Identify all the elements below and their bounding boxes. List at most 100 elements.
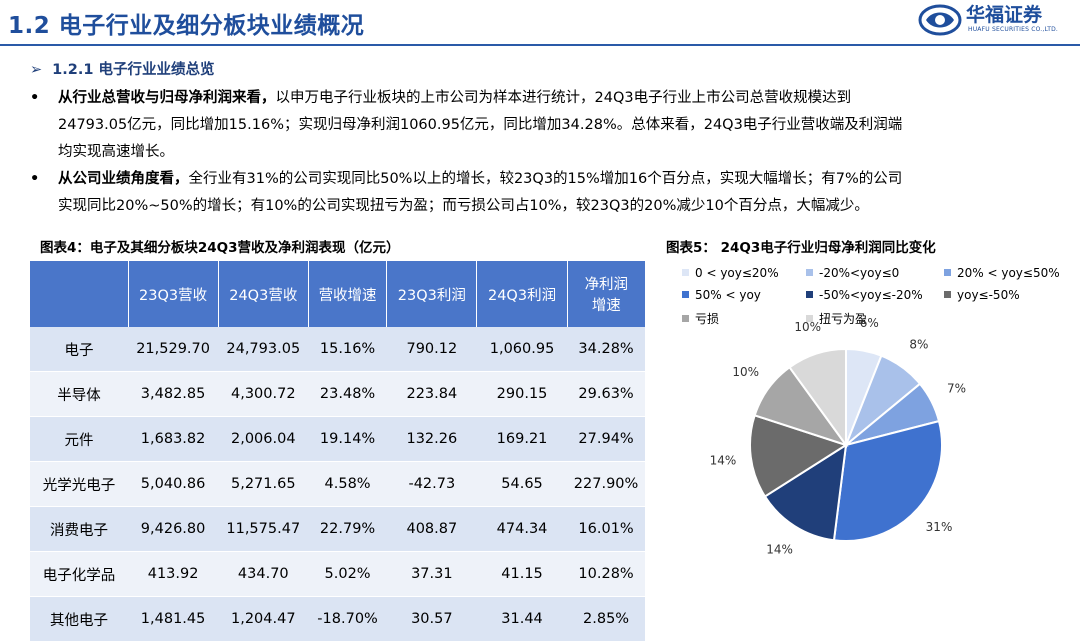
table-cell: -42.73: [386, 461, 477, 507]
table-cell: 1,683.82: [128, 416, 219, 462]
table-cell: 30.57: [386, 596, 477, 642]
table-cell: 21,529.70: [128, 327, 219, 372]
table-cell: 408.87: [386, 506, 477, 552]
table-cell: 3,482.85: [128, 371, 219, 417]
legend-swatch: [944, 269, 951, 276]
table-cell: 223.84: [386, 371, 477, 417]
page-title: 1.2 电子行业及细分板块业绩概况: [8, 13, 365, 39]
table-cell: 474.34: [476, 506, 568, 552]
legend-label: 扭亏为盈: [819, 312, 868, 326]
table-header-row: 23Q3营收 24Q3营收 营收增速 23Q3利润 24Q3利润 净利润 增速: [30, 261, 645, 327]
table-cell: 54.65: [476, 461, 568, 507]
pie-chart: 6% 8% 7% 31% 14% 14% 10% 10%: [710, 316, 966, 557]
table-cell: 5,271.65: [218, 461, 309, 507]
legend-label: 20% < yoy≤50%: [957, 266, 1060, 280]
bullet-icon: •: [30, 90, 40, 106]
table-cell: 413.92: [128, 551, 219, 597]
table-cell: 15.16%: [308, 327, 387, 372]
logo-subtext: HUAFU SECURITIES CO.,LTD.: [968, 26, 1059, 33]
table-row: 消费电子 9,426.80 11,575.47 22.79% 408.87 47…: [30, 506, 645, 552]
table-cell: 41.15: [476, 551, 568, 597]
legend-swatch: [806, 291, 813, 298]
legend-swatch: [944, 291, 951, 298]
table-cell: 5.02%: [308, 551, 387, 597]
legend-swatch: [682, 291, 689, 298]
paragraph-line: 24793.05亿元，同比增加15.16%；实现归母净利润1060.95亿元，同…: [58, 117, 903, 133]
table-row: 半导体 3,482.85 4,300.72 23.48% 223.84 290.…: [30, 371, 645, 417]
legend-swatch: [682, 269, 689, 276]
legend-label: yoy≤-50%: [957, 288, 1020, 302]
legend-label: 0 < yoy≤20%: [695, 266, 779, 280]
paragraph-lead: 从公司业绩角度看，: [58, 171, 189, 187]
paragraph-line: 均实现高速增长。: [58, 144, 174, 160]
table-cell: 1,481.45: [128, 596, 219, 642]
table-cell-name: 其他电子: [30, 596, 128, 642]
table-cell: 2.85%: [567, 596, 645, 642]
pie-data-label: 8%: [909, 338, 928, 352]
pie-slice: [749, 414, 849, 498]
pie-slice: [763, 443, 848, 542]
legend-label: -20%<yoy≤0: [819, 266, 900, 280]
table-cell: 169.21: [476, 416, 568, 462]
pie-slice: [788, 347, 847, 449]
section-heading-text: 1.2.1 电子行业业绩总览: [52, 62, 215, 78]
table-header-cell: 24Q3利润: [476, 261, 568, 327]
legend-item: 亏损: [682, 310, 719, 327]
table-cell: 132.26: [386, 416, 477, 462]
earnings-table: 23Q3营收 24Q3营收 营收增速 23Q3利润 24Q3利润 净利润 增速 电…: [30, 261, 645, 642]
legend-label: 亏损: [695, 312, 720, 326]
table-cell: 227.90%: [567, 461, 645, 507]
table-cell: 2,006.04: [218, 416, 309, 462]
table-cell: 5,040.86: [128, 461, 219, 507]
table-header-cell: 24Q3营收: [218, 261, 309, 327]
legend-item: -50%<yoy≤-20%: [806, 288, 923, 302]
table-cell: 4,300.72: [218, 371, 309, 417]
legend-swatch: [806, 315, 813, 322]
table-cell: 4.58%: [308, 461, 387, 507]
legend-label: 50% < yoy: [695, 288, 761, 302]
table-cell: -18.70%: [308, 596, 387, 642]
table-cell-name: 元件: [30, 416, 128, 462]
paragraph-line: 实现同比20%~50%的增长；有10%的公司实现扭亏为盈；而亏损公司占10%，较…: [58, 198, 869, 214]
table-caption: 图表4：电子及其细分板块24Q3营收及净利润表现（亿元）: [40, 240, 400, 256]
pie-data-label: 6%: [860, 316, 879, 330]
legend-item: 50% < yoy: [682, 288, 761, 302]
table-cell: 434.70: [218, 551, 309, 597]
legend-item: yoy≤-50%: [944, 288, 1020, 302]
table-row: 电子 21,529.70 24,793.05 15.16% 790.12 1,0…: [30, 327, 645, 372]
paragraph-line: 全行业有31%的公司实现同比50%以上的增长，较23Q3的15%增加16个百分点…: [188, 171, 903, 187]
chart-title: 图表5： 24Q3电子行业归母净利润同比变化: [666, 240, 936, 256]
table-header-line: 净利润: [584, 277, 629, 293]
table-header-cell: 23Q3利润: [386, 261, 478, 327]
table-cell-name: 电子: [30, 327, 128, 372]
bullet-icon: •: [30, 171, 40, 187]
table-header-cell: 净利润 增速: [567, 261, 645, 327]
table-cell: 16.01%: [567, 506, 645, 552]
table-cell: 29.63%: [567, 371, 645, 417]
table-header-cell: [30, 261, 129, 327]
table-row: 电子化学品 413.92 434.70 5.02% 37.31 41.15 10…: [30, 551, 645, 597]
table-cell: 31.44: [476, 596, 568, 642]
table-cell-name: 半导体: [30, 371, 128, 417]
table-header-cell: 23Q3营收: [128, 261, 219, 327]
paragraph-company-performance: • 从公司业绩角度看，全行业有31%的公司实现同比50%以上的增长，较23Q3的…: [30, 166, 1060, 220]
section-heading: ➢ 1.2.1 电子行业业绩总览: [30, 58, 215, 79]
table-cell: 34.28%: [567, 327, 645, 372]
table-cell: 790.12: [386, 327, 477, 372]
table-cell: 1,060.95: [476, 327, 568, 372]
legend-item: 扭亏为盈: [806, 310, 867, 327]
table-row: 其他电子 1,481.45 1,204.47 -18.70% 30.57 31.…: [30, 596, 645, 642]
legend-swatch: [806, 269, 813, 276]
legend-label: -50%<yoy≤-20%: [819, 288, 923, 302]
pie-slice: [832, 419, 943, 542]
table-row: 光学光电子 5,040.86 5,271.65 4.58% -42.73 54.…: [30, 461, 645, 507]
table-header-line: 增速: [591, 298, 621, 314]
table-cell: 11,575.47: [218, 506, 309, 552]
legend-item: 20% < yoy≤50%: [944, 266, 1060, 280]
pie-data-label: 10%: [794, 320, 821, 334]
section-arrow-icon: ➢: [30, 62, 43, 78]
legend-item: -20%<yoy≤0: [806, 266, 899, 280]
company-logo: 华福证券 HUAFU SECURITIES CO.,LTD.: [918, 2, 1078, 40]
pie-data-label: 14%: [710, 454, 737, 468]
table-cell: 23.48%: [308, 371, 387, 417]
